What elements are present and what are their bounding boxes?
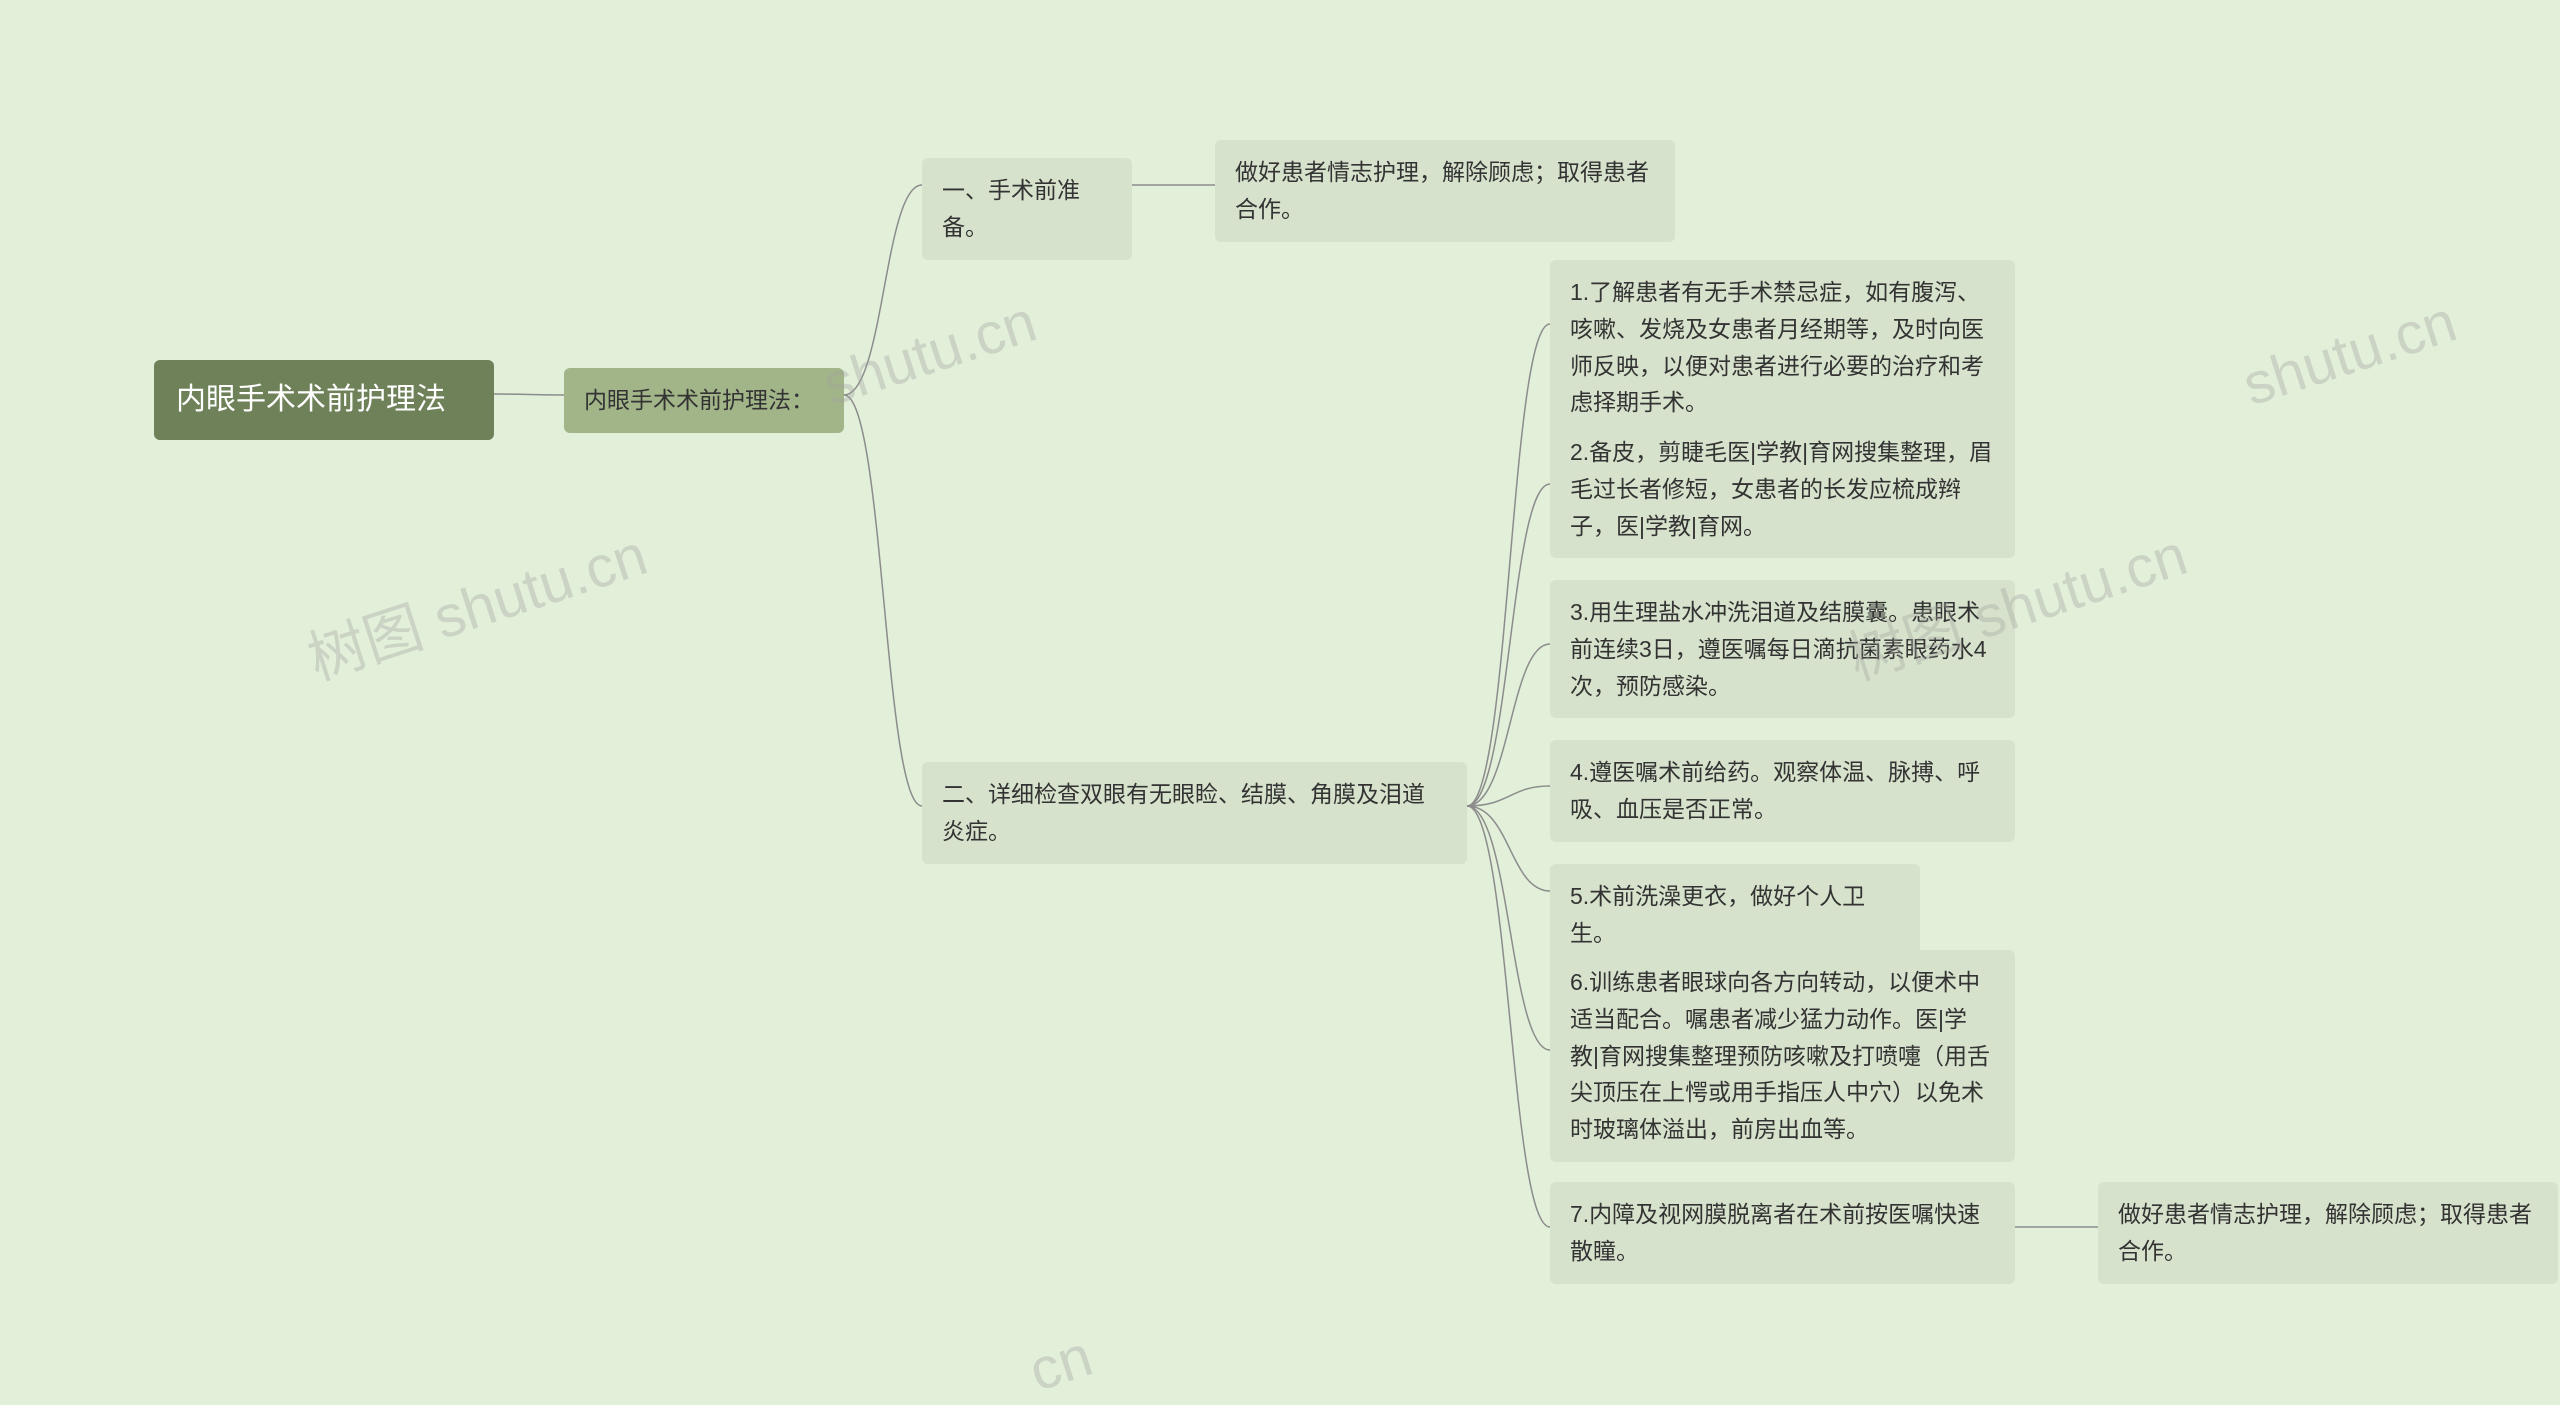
branch1-node[interactable]: 一、手术前准备。 [922, 158, 1132, 260]
watermark: 树图 shutu.cn [296, 508, 656, 696]
root-node[interactable]: 内眼手术术前护理法 [154, 360, 494, 440]
watermark: shutu.cn [2235, 288, 2464, 419]
branch2-item-1[interactable]: 1.了解患者有无手术禁忌症，如有腹泻、咳嗽、发烧及女患者月经期等，及时向医师反映… [1550, 260, 2015, 435]
branch2-item-3[interactable]: 3.用生理盐水冲洗泪道及结膜囊。患眼术前连续3日，遵医嘱每日滴抗菌素眼药水4次，… [1550, 580, 2015, 718]
branch2-item-6[interactable]: 6.训练患者眼球向各方向转动，以便术中适当配合。嘱患者减少猛力动作。医|学教|育… [1550, 950, 2015, 1162]
watermark: cn [1021, 1322, 1100, 1405]
branch1-leaf[interactable]: 做好患者情志护理，解除顾虑；取得患者合作。 [1215, 140, 1675, 242]
branch2-item-4[interactable]: 4.遵医嘱术前给药。观察体温、脉搏、呼吸、血压是否正常。 [1550, 740, 2015, 842]
branch2-item-2[interactable]: 2.备皮，剪睫毛医|学教|育网搜集整理，眉毛过长者修短，女患者的长发应梳成辫子，… [1550, 420, 2015, 558]
section-node[interactable]: 内眼手术术前护理法： [564, 368, 844, 433]
watermark: shutu.cn [815, 288, 1044, 419]
branch2-item-7-leaf[interactable]: 做好患者情志护理，解除顾虑；取得患者合作。 [2098, 1182, 2558, 1284]
branch2-item-7[interactable]: 7.内障及视网膜脱离者在术前按医嘱快速散瞳。 [1550, 1182, 2015, 1284]
mindmap-canvas: 内眼手术术前护理法 内眼手术术前护理法： 一、手术前准备。 做好患者情志护理，解… [0, 0, 2560, 1359]
branch2-node[interactable]: 二、详细检查双眼有无眼睑、结膜、角膜及泪道炎症。 [922, 762, 1467, 864]
